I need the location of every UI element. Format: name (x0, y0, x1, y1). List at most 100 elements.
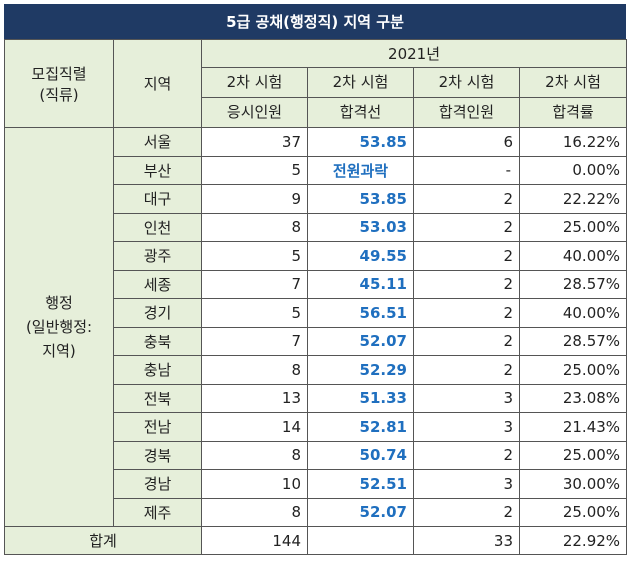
header-rate-line1: 2차 시험 (518, 67, 628, 98)
cutoff-cell: 51.33 (307, 383, 414, 413)
header-applicants-line2: 응시인원 (201, 97, 308, 128)
passed-cell: 2 (413, 326, 520, 356)
header-region: 지역 (113, 39, 202, 128)
total-passed: 33 (413, 526, 520, 555)
region-cell: 경북 (113, 440, 202, 470)
rate-cell: 22.22% (518, 184, 628, 214)
table-row: 경남 10 52.51 3 30.00% (5, 469, 628, 499)
region-cell: 서울 (113, 127, 202, 157)
table-title: 5급 공채(행정직) 지역 구분 (4, 4, 626, 39)
header-year: 2021년 (200, 39, 628, 68)
passed-cell: 3 (413, 412, 520, 442)
region-cell: 세종 (113, 269, 202, 299)
region-cell: 대구 (113, 184, 202, 214)
header-recruitment-unit-line1: 모집직렬 (31, 64, 87, 83)
rate-cell: 16.22% (518, 127, 628, 157)
table-row: 부산 5 전원과락 - 0.00% (5, 155, 628, 185)
rate-cell: 28.57% (518, 326, 628, 356)
header-rate-line2: 합격률 (518, 97, 628, 128)
cutoff-cell: 53.85 (307, 127, 414, 157)
applicants-cell: 7 (201, 326, 308, 356)
table-row: 인천 8 53.03 2 25.00% (5, 212, 628, 242)
rate-cell: 25.00% (518, 440, 628, 470)
passed-cell: 2 (413, 355, 520, 385)
table-row: 충남 8 52.29 2 25.00% (5, 355, 628, 385)
passed-cell: 6 (413, 127, 520, 157)
header-recruitment-unit-line2: (직류) (39, 85, 79, 104)
applicants-cell: 8 (201, 212, 308, 242)
cutoff-cell: 52.81 (307, 412, 414, 442)
applicants-cell: 7 (201, 269, 308, 299)
rate-cell: 30.00% (518, 469, 628, 499)
region-cell: 제주 (113, 497, 202, 527)
rate-cell: 25.00% (518, 212, 628, 242)
region-cell: 충남 (113, 355, 202, 385)
exam-results-sheet: 5급 공채(행정직) 지역 구분 모집직렬 (직류) 지역 2021년 2차 시… (4, 4, 628, 555)
region-cell: 경남 (113, 469, 202, 499)
region-cell: 인천 (113, 212, 202, 242)
total-cutoff (307, 526, 414, 555)
rate-cell: 40.00% (518, 298, 628, 328)
table-row: 전북 13 51.33 3 23.08% (5, 383, 628, 413)
cutoff-cell: 52.07 (307, 497, 414, 527)
table-row: 세종 7 45.11 2 28.57% (5, 269, 628, 299)
passed-cell: 2 (413, 184, 520, 214)
applicants-cell: 8 (201, 497, 308, 527)
table-row: 제주 8 52.07 2 25.00% (5, 497, 628, 527)
region-cell: 경기 (113, 298, 202, 328)
cutoff-cell: 52.07 (307, 326, 414, 356)
passed-cell: 2 (413, 241, 520, 271)
region-cell: 전남 (113, 412, 202, 442)
cutoff-cell: 전원과락 (307, 155, 414, 185)
header-cutoff-line1: 2차 시험 (307, 67, 414, 98)
cutoff-cell: 49.55 (307, 241, 414, 271)
table-row: 행정 (일반행정: 지역) 서울 37 53.85 6 16.22% (4, 127, 628, 527)
cutoff-cell: 53.85 (307, 184, 414, 214)
applicants-cell: 9 (201, 184, 308, 214)
passed-cell: 2 (413, 269, 520, 299)
passed-cell: 3 (413, 383, 520, 413)
header-passed-line2: 합격인원 (413, 97, 520, 128)
passed-cell: 2 (413, 212, 520, 242)
region-cell: 부산 (113, 155, 202, 185)
rate-cell: 23.08% (518, 383, 628, 413)
section-label-line3: 지역) (42, 342, 76, 360)
region-cell: 충북 (113, 326, 202, 356)
total-row: 합계 144 33 22.92% (4, 526, 628, 555)
section-label-line1: 행정 (45, 294, 73, 312)
passed-cell: 3 (413, 469, 520, 499)
passed-cell: 2 (413, 497, 520, 527)
rate-cell: 40.00% (518, 241, 628, 271)
rate-cell: 21.43% (518, 412, 628, 442)
passed-cell: 2 (413, 440, 520, 470)
header-applicants-line1: 2차 시험 (201, 67, 308, 98)
header-passed-line1: 2차 시험 (413, 67, 520, 98)
applicants-cell: 13 (201, 383, 308, 413)
rate-cell: 0.00% (518, 155, 628, 185)
results-table: 모집직렬 (직류) 지역 2021년 2차 시험 2차 시험 2차 시험 2차 … (4, 39, 628, 555)
region-cell: 전북 (113, 383, 202, 413)
applicants-cell: 8 (201, 440, 308, 470)
applicants-cell: 5 (201, 155, 308, 185)
applicants-cell: 5 (201, 241, 308, 271)
applicants-cell: 14 (201, 412, 308, 442)
cutoff-cell: 45.11 (307, 269, 414, 299)
cutoff-cell: 52.29 (307, 355, 414, 385)
cutoff-cell: 52.51 (307, 469, 414, 499)
total-applicants: 144 (201, 526, 308, 555)
table-row: 경북 8 50.74 2 25.00% (5, 440, 628, 470)
table-row: 충북 7 52.07 2 28.57% (5, 326, 628, 356)
passed-cell: 2 (413, 298, 520, 328)
total-label: 합계 (4, 526, 202, 555)
section-label: 행정 (일반행정: 지역) (4, 127, 114, 527)
cutoff-cell: 56.51 (307, 298, 414, 328)
applicants-cell: 37 (201, 127, 308, 157)
section-label-line2: (일반행정: (25, 318, 93, 336)
applicants-cell: 10 (201, 469, 308, 499)
rate-cell: 25.00% (518, 355, 628, 385)
rate-cell: 25.00% (518, 497, 628, 527)
region-cell: 광주 (113, 241, 202, 271)
rate-cell: 28.57% (518, 269, 628, 299)
header-cutoff-line2: 합격선 (307, 97, 414, 128)
applicants-cell: 5 (201, 298, 308, 328)
